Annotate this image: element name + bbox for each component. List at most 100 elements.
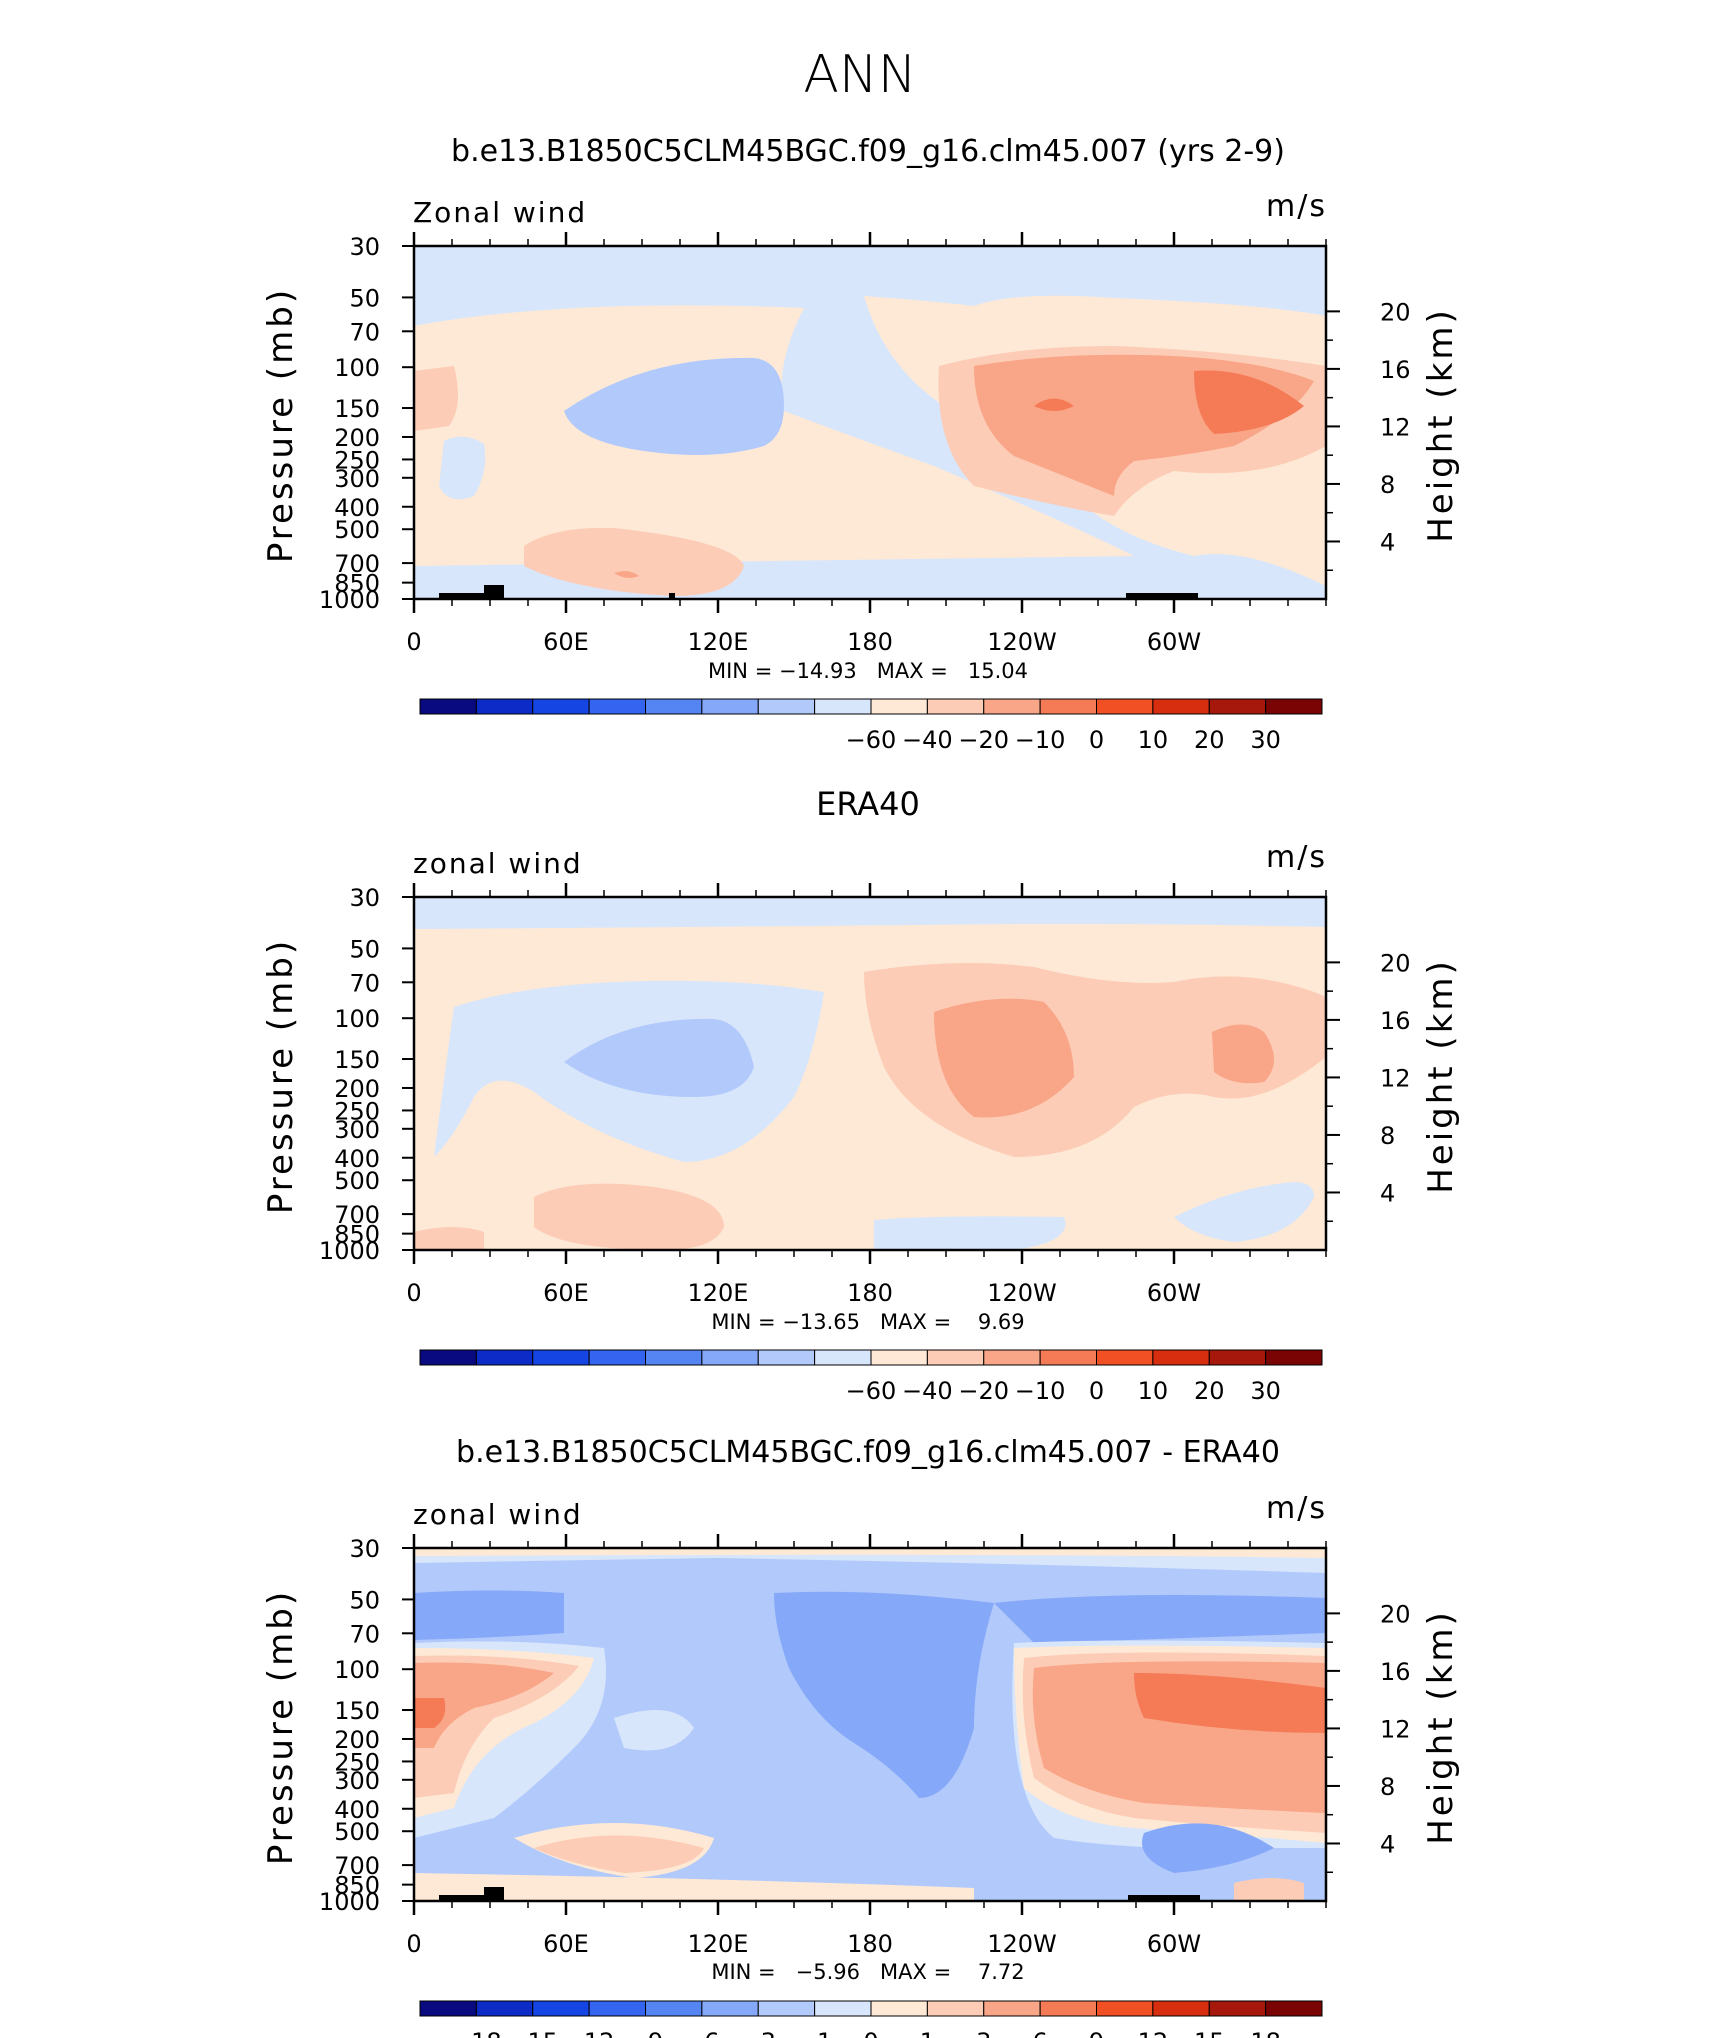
colorbar: −60 −40 −20 −10 0 10 20 30	[419, 1349, 1323, 1405]
contour-fill	[414, 366, 458, 431]
colorbar-swatch	[532, 2000, 590, 2017]
colorbar-swatch	[870, 1349, 928, 1366]
colorbar-label: 12	[1138, 2028, 1169, 2038]
units-label: m/s	[1266, 1491, 1327, 1526]
y-tick-label: 100	[334, 1656, 380, 1684]
colorbar-label: −60	[846, 1377, 897, 1405]
x-tick-label: 60E	[543, 628, 589, 656]
colorbar-swatch	[1265, 2000, 1323, 2017]
y-tick-label: 150	[334, 1046, 380, 1074]
panel-difference: b.e13.B1850C5CLM45BGC.f09_g16.clm45.007 …	[261, 1435, 1461, 2038]
colorbar-swatch	[1152, 698, 1210, 715]
y-tick-label: 250	[334, 1748, 380, 1776]
colorbar-swatch	[1152, 2000, 1210, 2017]
panel-model: b.e13.B1850C5CLM45BGC.f09_g16.clm45.007 …	[261, 134, 1461, 754]
contour-fill	[524, 527, 744, 596]
colorbar: −60 −40 −20 −10 0 10 20 30	[419, 698, 1323, 754]
left-string: zonal wind	[413, 847, 583, 880]
contour-fill	[564, 357, 784, 455]
colorbar-swatch	[419, 1349, 477, 1366]
y-tick-label: 70	[349, 318, 380, 346]
height-tick-label: 12	[1380, 1715, 1411, 1743]
colorbar-swatch	[1208, 1349, 1267, 1366]
x-ticks: 0 60E 120E 180 120W 60W	[406, 883, 1327, 1307]
colorbar-swatch	[1208, 2000, 1267, 2017]
y-tick-label: 1000	[319, 586, 380, 614]
y-axis-label-right: Height (km)	[1421, 958, 1461, 1194]
x-tick-label: 60W	[1147, 1930, 1201, 1958]
x-tick-label: 120E	[688, 1279, 749, 1307]
contour-fill	[534, 1835, 704, 1873]
y-axis-label-left: Pressure (mb)	[261, 287, 301, 563]
contour-fill	[414, 1548, 1326, 1558]
contour-fill	[414, 1590, 564, 1640]
colorbar-swatch	[926, 698, 985, 715]
y-tick-label: 850	[334, 1221, 380, 1249]
panel-title: ERA40	[816, 785, 920, 823]
x-ticks: 0 60E 120E 180 120W 60W	[406, 232, 1327, 656]
contour-fill	[414, 1698, 446, 1728]
colorbar: −18 −15 −12 −9 −6 −3 −1 0 1 3 6 9 12 15 18	[419, 2000, 1323, 2038]
topography-mask	[439, 593, 494, 599]
y-tick-label: 30	[349, 1535, 380, 1563]
colorbar-label: −60	[846, 726, 897, 754]
height-tick-label: 20	[1380, 949, 1411, 977]
y-tick-label: 100	[334, 354, 380, 382]
y-axis-label-right: Height (km)	[1421, 1609, 1461, 1845]
panel-obs: ERA40 zonal wind m/s Pressure (mb) Heigh…	[261, 785, 1461, 1405]
colorbar-swatch	[701, 1349, 759, 1366]
colorbar-label: −20	[958, 726, 1009, 754]
colorbar-swatch	[983, 1349, 1041, 1366]
colorbar-swatch	[1096, 2000, 1154, 2017]
colorbar-swatch	[1096, 698, 1154, 715]
x-tick-label: 0	[406, 628, 421, 656]
y-tick-label: 150	[334, 395, 380, 423]
y-tick-label: 700	[334, 550, 380, 578]
y-tick-label: 500	[334, 516, 380, 544]
left-string: zonal wind	[413, 1498, 583, 1531]
y-tick-label: 250	[334, 446, 380, 474]
page-title: ANN	[803, 45, 916, 105]
colorbar-swatch	[1039, 1349, 1097, 1366]
topography-mask	[1126, 593, 1198, 599]
y-tick-label: 200	[334, 424, 380, 452]
contour-fill	[1134, 1673, 1326, 1733]
x-tick-label: 120E	[688, 1930, 749, 1958]
height-tick-label: 12	[1380, 413, 1411, 441]
x-tick-label: 180	[847, 628, 893, 656]
colorbar-swatch	[1096, 1349, 1154, 1366]
colorbar-label: 20	[1194, 1377, 1225, 1405]
colorbar-label: 30	[1250, 726, 1281, 754]
contour-fill	[414, 1227, 484, 1250]
colorbar-label: −12	[564, 2028, 615, 2038]
contour-fill	[414, 897, 1326, 929]
y-tick-label: 150	[334, 1697, 380, 1725]
colorbar-label: −40	[902, 726, 953, 754]
y-tick-label: 50	[349, 1586, 380, 1614]
y-tick-label: 70	[349, 969, 380, 997]
y-tick-label: 300	[334, 465, 380, 493]
height-tick-label: 8	[1380, 1122, 1395, 1150]
contour-fill	[874, 1216, 1066, 1250]
colorbar-label: −15	[507, 2028, 558, 2038]
y-tick-label: 400	[334, 1145, 380, 1173]
height-tick-label: 8	[1380, 471, 1395, 499]
y-ticks-right: 20 16 12 8 4	[1326, 949, 1411, 1222]
panel-title: b.e13.B1850C5CLM45BGC.f09_g16.clm45.007 …	[451, 134, 1285, 169]
y-tick-label: 100	[334, 1005, 380, 1033]
colorbar-swatch	[475, 2000, 534, 2017]
colorbar-label: −40	[902, 1377, 953, 1405]
colorbar-swatch	[419, 2000, 477, 2017]
y-ticks-right: 20 16 12 8 4	[1326, 1600, 1411, 1873]
x-tick-label: 60E	[543, 1930, 589, 1958]
colorbar-swatch	[1208, 698, 1267, 715]
x-tick-label: 180	[847, 1279, 893, 1307]
colorbar-label: −9	[628, 2028, 663, 2038]
colorbar-swatch	[983, 2000, 1041, 2017]
colorbar-swatch	[757, 2000, 816, 2017]
left-string: Zonal wind	[413, 196, 587, 229]
colorbar-swatch	[1039, 698, 1097, 715]
height-tick-label: 12	[1380, 1064, 1411, 1092]
colorbar-label: 15	[1194, 2028, 1225, 2038]
